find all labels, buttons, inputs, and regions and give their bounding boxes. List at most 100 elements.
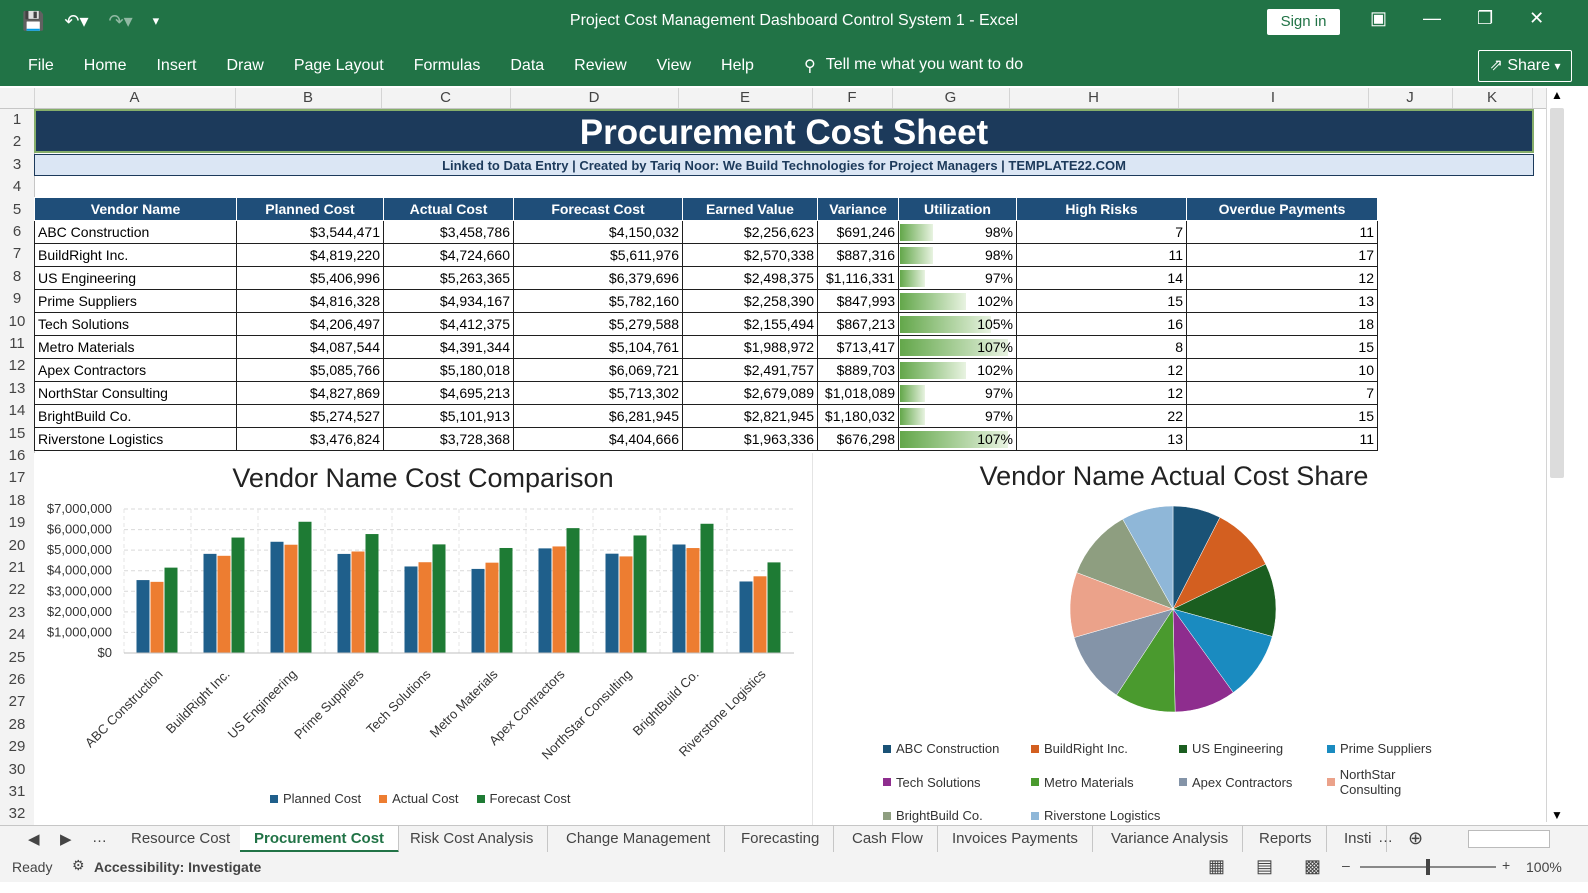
table-cell-forecast[interactable]: $5,611,976 [513, 243, 683, 267]
row-header-27[interactable]: 27 [8, 693, 26, 711]
row-header-26[interactable]: 26 [8, 671, 26, 688]
ribbon-tab-help[interactable]: Help [721, 57, 754, 74]
bar-actual-cost[interactable] [351, 551, 365, 653]
row-header-1[interactable]: 1 [12, 111, 22, 128]
table-cell-vendor[interactable]: US Engineering [34, 266, 237, 290]
table-cell-vendor[interactable]: Metro Materials [34, 335, 237, 359]
restore-icon[interactable]: ❐ [1477, 8, 1494, 28]
table-cell-utilization[interactable]: 97% [898, 404, 1017, 428]
legend-item[interactable]: BuildRight Inc. [1031, 741, 1161, 756]
table-cell-earned[interactable]: $2,821,945 [682, 404, 818, 428]
table-cell-utilization[interactable]: 98% [898, 243, 1017, 267]
more-tabs-left[interactable]: … [92, 829, 107, 846]
bar-actual-cost[interactable] [485, 562, 499, 653]
redo-icon[interactable]: ↷▾ [108, 11, 133, 31]
bar-actual-cost[interactable] [217, 555, 231, 653]
row-header-7[interactable]: 7 [12, 245, 22, 263]
row-header-31[interactable]: 31 [8, 783, 26, 800]
legend-item[interactable]: Forecast Cost [476, 791, 570, 806]
row-header-32[interactable]: 32 [8, 805, 26, 823]
table-cell-vendor[interactable]: BuildRight Inc. [34, 243, 237, 267]
table-cell-actual[interactable]: $4,412,375 [383, 312, 514, 336]
table-cell-risks[interactable]: 15 [1016, 289, 1187, 313]
legend-item[interactable]: Riverstone Logistics [1031, 808, 1161, 823]
table-cell-forecast[interactable]: $5,279,588 [513, 312, 683, 336]
table-cell-forecast[interactable]: $5,782,160 [513, 289, 683, 313]
table-cell-forecast[interactable]: $4,150,032 [513, 220, 683, 244]
legend-item[interactable]: US Engineering [1179, 741, 1309, 756]
sign-in-button[interactable]: Sign in [1267, 9, 1340, 35]
row-header-24[interactable]: 24 [8, 626, 26, 644]
table-cell-planned[interactable]: $5,406,996 [236, 266, 384, 290]
row-header-20[interactable]: 20 [8, 536, 26, 554]
table-cell-variance[interactable]: $889,703 [817, 358, 899, 382]
column-header-K[interactable]: K [1452, 88, 1533, 108]
table-cell-actual[interactable]: $5,263,365 [383, 266, 514, 290]
table-cell-variance[interactable]: $867,213 [817, 312, 899, 336]
legend-item[interactable]: ABC Construction [883, 741, 1013, 756]
bar-actual-cost[interactable] [150, 581, 164, 653]
bar-planned-cost[interactable] [672, 544, 686, 653]
zoom-slider-handle[interactable] [1426, 859, 1430, 875]
column-header-C[interactable]: C [381, 88, 511, 108]
table-cell-earned[interactable]: $2,498,375 [682, 266, 818, 290]
table-cell-overdue[interactable]: 7 [1186, 381, 1378, 405]
sheet-tab-change-management[interactable]: Change Management [552, 826, 726, 852]
row-header-14[interactable]: 14 [8, 402, 26, 420]
table-cell-variance[interactable]: $691,246 [817, 220, 899, 244]
row-header-12[interactable]: 12 [8, 357, 26, 375]
row-header-29[interactable]: 29 [8, 738, 26, 756]
row-header-16[interactable]: 16 [8, 447, 26, 464]
table-cell-overdue[interactable]: 11 [1186, 220, 1378, 244]
page-break-view-icon[interactable]: ▩ [1304, 856, 1322, 876]
table-cell-overdue[interactable]: 17 [1186, 243, 1378, 267]
column-header-E[interactable]: E [678, 88, 813, 108]
ribbon-tab-review[interactable]: Review [574, 57, 627, 74]
normal-view-icon[interactable]: ▦ [1208, 856, 1226, 876]
column-header-H[interactable]: H [1009, 88, 1179, 108]
table-cell-earned[interactable]: $1,988,972 [682, 335, 818, 359]
more-tabs-right[interactable]: … [1378, 829, 1393, 846]
table-cell-planned[interactable]: $3,544,471 [236, 220, 384, 244]
table-cell-actual[interactable]: $3,728,368 [383, 427, 514, 451]
add-sheet-icon[interactable]: ⊕ [1408, 828, 1424, 848]
table-cell-risks[interactable]: 13 [1016, 427, 1187, 451]
close-icon[interactable]: ✕ [1529, 8, 1545, 28]
ribbon-tab-view[interactable]: View [656, 57, 692, 74]
table-cell-planned[interactable]: $4,827,869 [236, 381, 384, 405]
bar-actual-cost[interactable] [284, 544, 298, 653]
table-cell-vendor[interactable]: ABC Construction [34, 220, 237, 244]
table-cell-utilization[interactable]: 107% [898, 335, 1017, 359]
table-cell-utilization[interactable]: 97% [898, 266, 1017, 290]
legend-item[interactable]: NorthStar Consulting [1327, 767, 1457, 797]
bar-forecast-cost[interactable] [298, 521, 312, 653]
bar-forecast-cost[interactable] [767, 562, 781, 653]
column-header-G[interactable]: G [892, 88, 1010, 108]
bar-actual-cost[interactable] [619, 556, 633, 653]
accessibility-status[interactable]: Accessibility: Investigate [94, 859, 262, 875]
select-all-corner[interactable] [0, 88, 35, 108]
bar-planned-cost[interactable] [605, 553, 619, 653]
bar-forecast-cost[interactable] [365, 534, 379, 653]
table-cell-overdue[interactable]: 13 [1186, 289, 1378, 313]
table-cell-planned[interactable]: $5,274,527 [236, 404, 384, 428]
row-header-5[interactable]: 5 [12, 200, 22, 218]
row-header-30[interactable]: 30 [8, 760, 26, 778]
legend-item[interactable]: Apex Contractors [1179, 767, 1309, 797]
table-cell-forecast[interactable]: $6,379,696 [513, 266, 683, 290]
zoom-slider[interactable] [1360, 859, 1496, 875]
table-cell-vendor[interactable]: Tech Solutions [34, 312, 237, 336]
table-cell-overdue[interactable]: 15 [1186, 335, 1378, 359]
pie-slice-prime-suppliers[interactable] [1172, 608, 1273, 693]
sheet-tab-forecasting[interactable]: Forecasting [727, 826, 835, 852]
column-header-J[interactable]: J [1368, 88, 1453, 108]
pie-slice-brightbuild-co-[interactable] [1076, 518, 1174, 610]
worksheet-grid[interactable]: Procurement Cost Sheet Linked to Data En… [34, 109, 1544, 825]
row-header-28[interactable]: 28 [8, 715, 26, 733]
table-cell-planned[interactable]: $4,087,544 [236, 335, 384, 359]
sheet-tab-variance-analysis[interactable]: Variance Analysis [1097, 826, 1244, 852]
table-cell-overdue[interactable]: 11 [1186, 427, 1378, 451]
minimize-icon[interactable]: — [1423, 8, 1442, 28]
row-header-15[interactable]: 15 [8, 424, 26, 442]
table-cell-variance[interactable]: $1,180,032 [817, 404, 899, 428]
